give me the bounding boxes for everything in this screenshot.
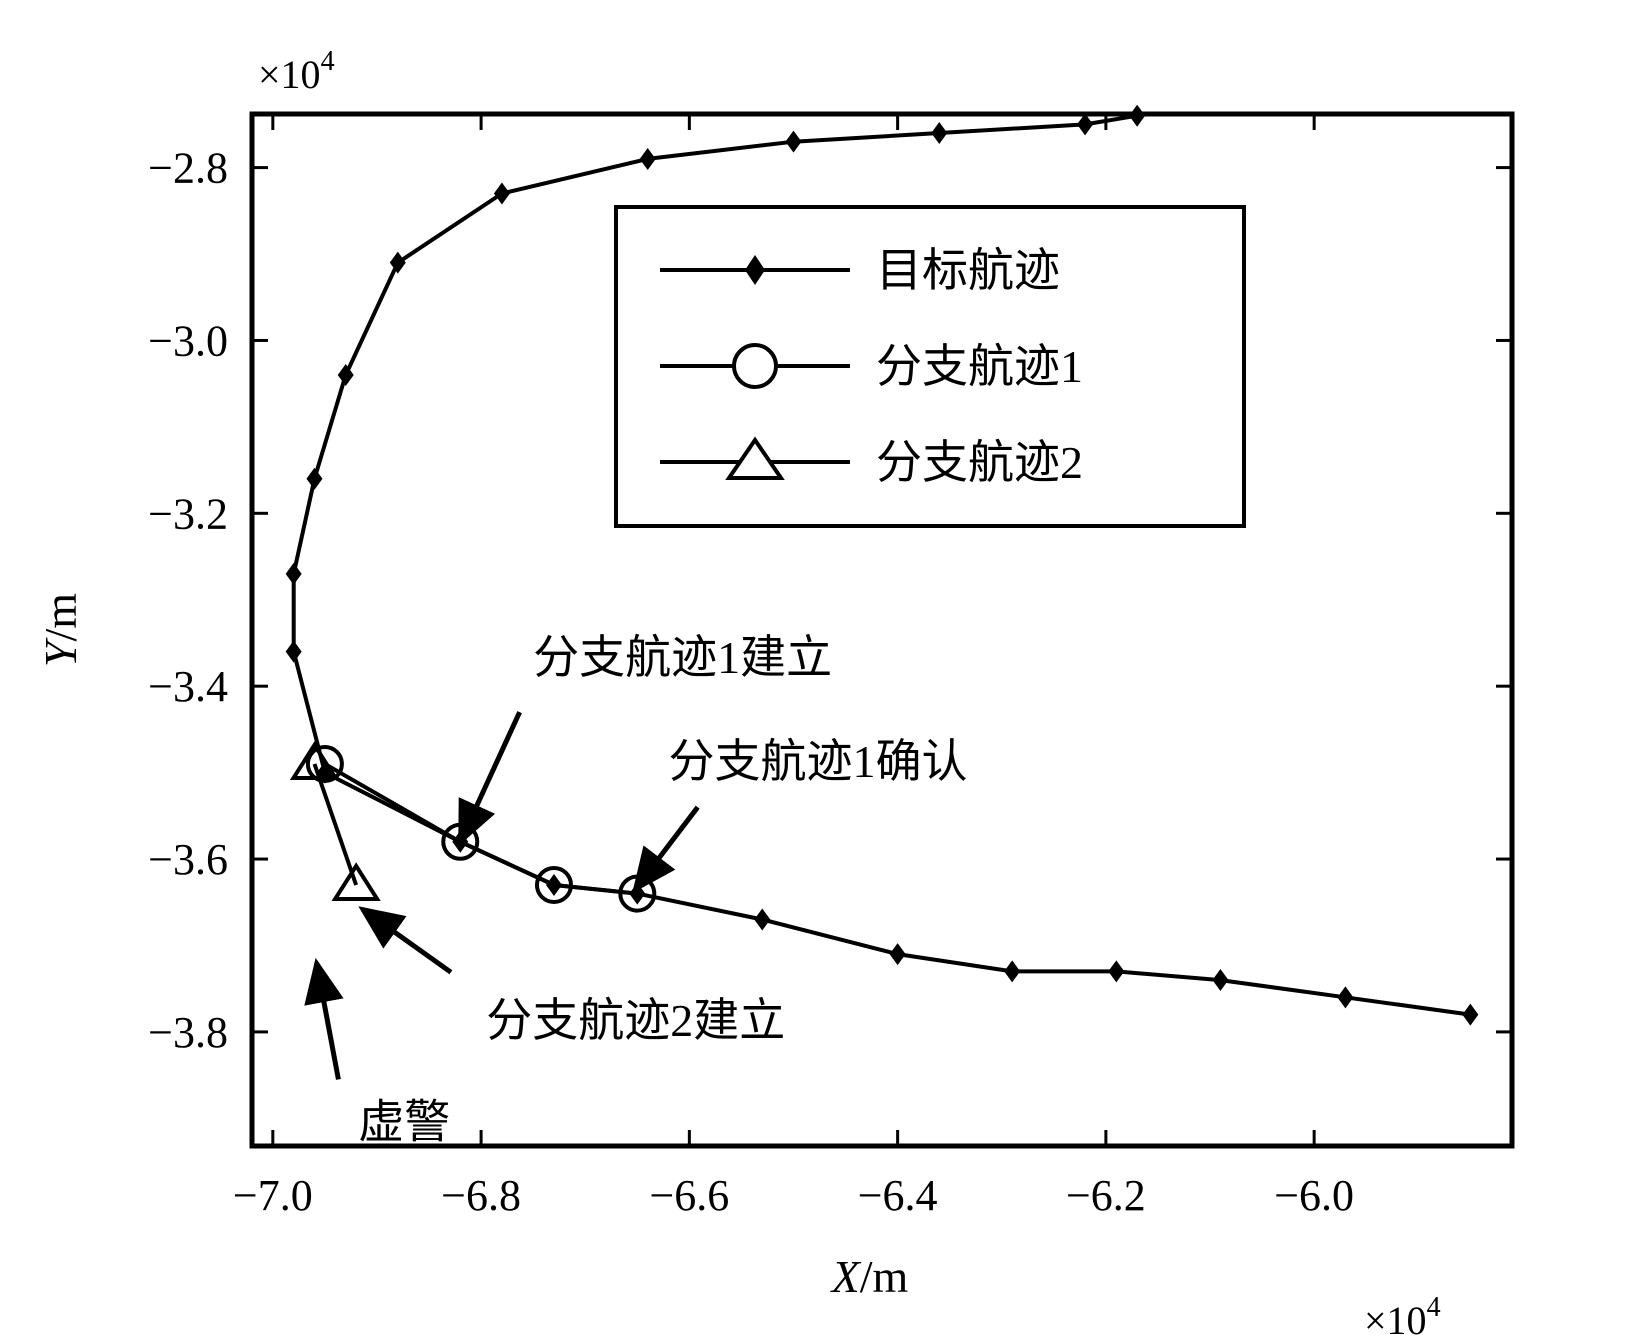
point-target-track [337,364,354,387]
series-layer [285,104,1479,1026]
x-axis-label: X/m [830,1251,909,1302]
point-target-track [306,467,323,490]
legend-marker-triangle [725,436,785,480]
y-tick-label: −3.8 [148,1008,228,1057]
annotation-arrow [304,957,344,1080]
y-tick-label: −3.4 [148,662,228,711]
point-branch-track-2 [331,862,381,901]
x-tick-label: −6.0 [1274,1171,1354,1220]
legend-label-branch-track-2: 分支航迹2 [876,437,1083,488]
x-tick-labels: −7.0 −6.8 −6.6 −6.4 −6.2 −6.0 [233,1171,1354,1220]
y-tick-label: −3.6 [148,835,228,884]
plot-frame [249,111,1515,1149]
annotation-arrow [358,906,453,975]
x-multiplier: ×104 [1364,1292,1441,1343]
annotation-arrow [457,711,522,847]
y-axis-label: Y/m [35,593,86,667]
point-target-track [1077,113,1094,136]
point-target-track [1337,986,1354,1009]
point-target-track [1212,969,1229,992]
point-branch-track-1 [534,865,573,904]
point-target-track [754,908,771,931]
point-target-track [1004,960,1021,983]
legend: 目标航迹 分支航迹1 分支航迹2 [614,205,1246,528]
x-tick-label: −7.0 [233,1171,313,1220]
annotation-label: 分支航迹2建立 [486,995,785,1046]
point-branch-track-1 [305,744,344,783]
x-tick-label: −6.6 [649,1171,729,1220]
point-target-track [285,640,302,663]
y-tick-label: −3.2 [148,489,228,538]
y-tick-label: −2.8 [148,144,228,193]
annotation-arrow [632,805,700,894]
legend-label-target-track: 目标航迹 [876,245,1060,296]
legend-label-branch-track-1: 分支航迹1 [876,341,1083,392]
point-target-track [493,182,510,205]
point-target-track [639,147,656,170]
x-tick-label: −6.8 [441,1171,521,1220]
y-tick-label: −3.0 [148,316,228,365]
point-target-track [1108,960,1125,983]
y-tick-labels: −2.8 −3.0 −3.2 −3.4 −3.6 −3.8 [148,144,228,1057]
point-target-track [889,943,906,966]
series-line-branch-track-1 [323,762,638,896]
series-line-branch-track-2 [312,763,358,886]
point-target-track [545,873,562,896]
legend-marker-circle [732,343,778,389]
x-tick-label: −6.2 [1066,1171,1146,1220]
series-line-target-track [291,113,1471,1017]
annotation-label: 分支航迹1建立 [533,632,832,683]
legend-marker-diamond [745,255,765,285]
point-target-track [285,562,302,585]
axis-ticks [252,114,1512,1146]
point-target-track [785,130,802,153]
point-target-track [931,122,948,145]
point-branch-track-2 [289,741,340,780]
point-target-track [389,251,406,274]
x-tick-label: −6.4 [858,1171,938,1220]
point-target-track [1462,1003,1479,1026]
annotation-label: 虚警 [358,1096,450,1147]
annotation-label: 分支航迹1确认 [669,736,968,787]
y-multiplier: ×104 [258,46,335,97]
point-target-track [1129,104,1146,127]
